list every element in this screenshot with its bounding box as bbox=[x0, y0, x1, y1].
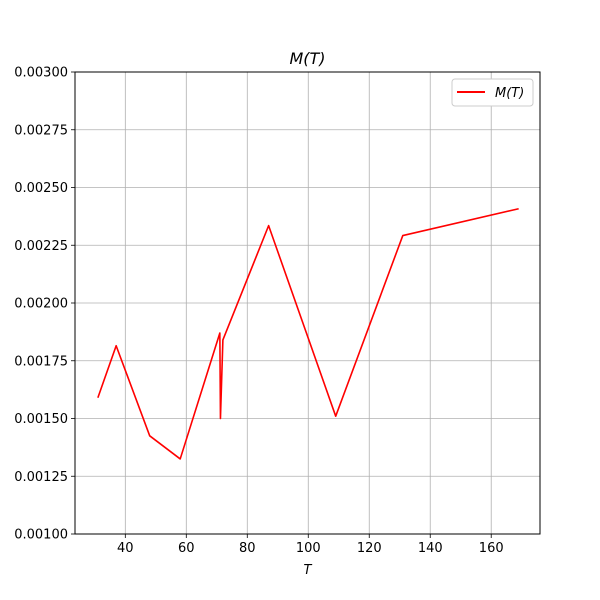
y-tick-label: 0.00250 bbox=[14, 181, 68, 196]
x-axis: 40 60 80 100 120 140 160 bbox=[117, 534, 504, 556]
legend: M(T) bbox=[452, 79, 533, 106]
y-tick-label: 0.00225 bbox=[14, 239, 68, 254]
y-tick-label: 0.00200 bbox=[14, 297, 68, 312]
x-axis-label: T bbox=[304, 563, 313, 578]
y-tick-label: 0.00275 bbox=[14, 123, 68, 138]
x-tick-label: 120 bbox=[357, 541, 382, 556]
chart-title: M(T) bbox=[289, 49, 325, 68]
x-tick-label: 40 bbox=[117, 541, 134, 556]
y-tick-label: 0.00150 bbox=[14, 412, 68, 427]
y-tick-label: 0.00300 bbox=[14, 66, 68, 81]
y-tick-label: 0.00100 bbox=[14, 528, 68, 543]
x-tick-label: 60 bbox=[178, 541, 195, 556]
legend-label-m-of-t: M(T) bbox=[495, 86, 524, 101]
y-tick-label: 0.00125 bbox=[14, 470, 68, 485]
x-tick-label: 80 bbox=[239, 541, 256, 556]
y-tick-label: 0.00175 bbox=[14, 354, 68, 369]
x-tick-label: 160 bbox=[479, 541, 504, 556]
x-tick-label: 140 bbox=[418, 541, 443, 556]
y-axis: 0.00100 0.00125 0.00150 0.00175 0.00200 0.002… bbox=[14, 66, 75, 543]
x-tick-label: 100 bbox=[296, 541, 321, 556]
